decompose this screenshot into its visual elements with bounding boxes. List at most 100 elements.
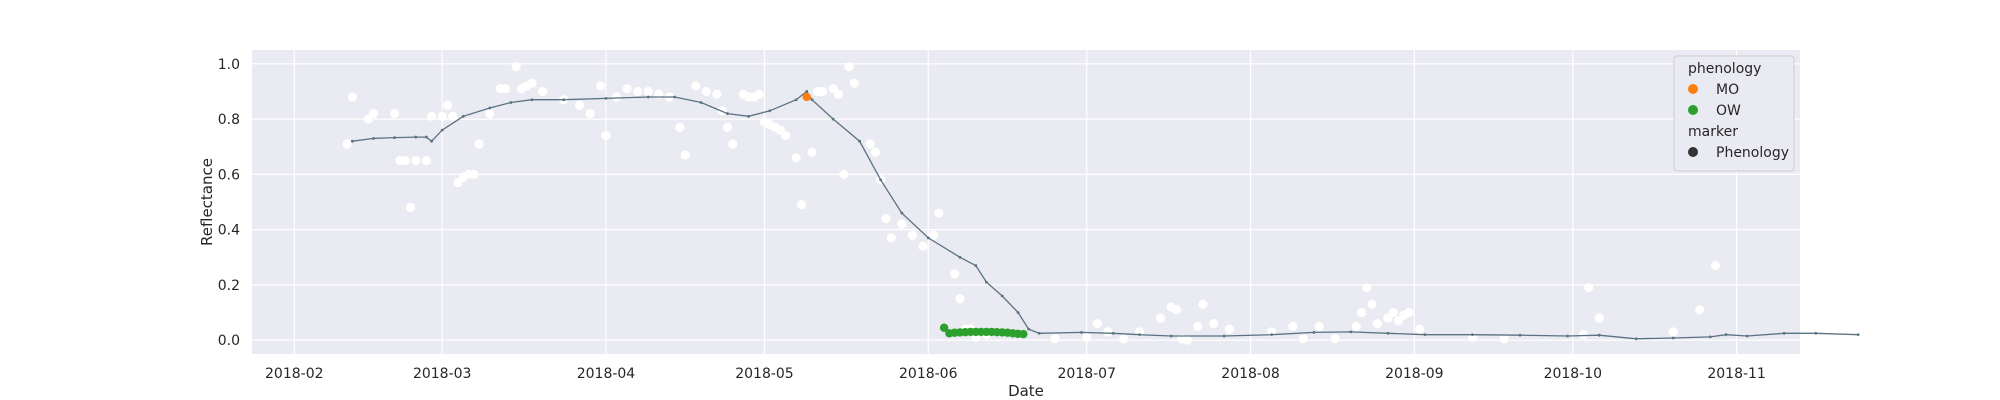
observation-point xyxy=(1578,330,1588,340)
y-tick-label: 1.0 xyxy=(218,57,240,73)
x-tick-label: 2018-10 xyxy=(1544,366,1603,382)
smoothed-line-point xyxy=(699,101,703,104)
observation-point xyxy=(675,122,685,132)
observation-point xyxy=(1372,319,1382,329)
observation-point xyxy=(796,200,807,210)
observation-point xyxy=(722,122,733,132)
observation-point xyxy=(1351,321,1361,331)
observation-point xyxy=(1193,321,1203,331)
observation-point xyxy=(950,269,960,279)
smoothed-line-point xyxy=(1471,333,1474,337)
smoothed-line-point xyxy=(926,236,930,240)
x-tick-label: 2018-05 xyxy=(735,366,794,382)
legend-box xyxy=(1673,55,1795,172)
smoothed-line-point xyxy=(794,98,798,102)
smoothed-line-point xyxy=(1386,331,1390,335)
smoothed-line-point xyxy=(810,98,814,102)
smoothed-line-point xyxy=(1222,334,1226,338)
smoothed-line-point xyxy=(1566,334,1569,338)
smoothed-line-point xyxy=(461,114,465,118)
x-tick-label: 2018-07 xyxy=(1058,366,1117,382)
smoothed-line-point xyxy=(1080,331,1083,334)
smoothed-line-point xyxy=(1671,336,1675,340)
smoothed-line-point xyxy=(440,128,444,132)
observation-point xyxy=(585,108,595,119)
observation-point xyxy=(928,230,939,240)
observation-point xyxy=(1103,327,1113,337)
smoothed-line xyxy=(352,90,1859,340)
observation-point xyxy=(817,86,828,97)
smoothed-line-point xyxy=(1634,337,1638,341)
smoothed-line-point xyxy=(1312,331,1316,334)
smoothed-line-point xyxy=(831,117,835,121)
observation-point xyxy=(485,108,495,119)
smoothed-line-point xyxy=(1016,311,1020,314)
y-tick-labels: 0.0 0.2 0.4 0.6 0.8 1.0 xyxy=(218,57,240,349)
smoothed-line-point xyxy=(900,211,904,215)
observation-point xyxy=(1710,260,1721,271)
smoothed-line-point xyxy=(974,264,978,267)
smoothed-line-point xyxy=(1169,334,1173,338)
smoothed-line-point xyxy=(424,135,428,139)
smoothed-line-point xyxy=(530,98,534,102)
observation-point xyxy=(574,100,585,110)
observation-point xyxy=(1288,321,1298,331)
observation-point xyxy=(680,150,690,160)
observation-point xyxy=(368,108,379,119)
y-tick-label: 0.6 xyxy=(218,167,240,183)
observation-point xyxy=(839,169,849,179)
plot-background xyxy=(252,50,1800,354)
observation-point xyxy=(596,81,606,91)
smoothed-line-point xyxy=(1745,334,1749,338)
smoothed-line-point xyxy=(858,139,861,143)
observation-point xyxy=(844,61,854,72)
smoothed-line-point xyxy=(1782,331,1786,335)
observation-point xyxy=(833,89,844,99)
x-tick-label: 2018-03 xyxy=(413,366,472,382)
observation-point xyxy=(527,78,537,88)
grid-lines xyxy=(252,50,1800,354)
observation-point xyxy=(448,111,458,121)
observation-point xyxy=(1367,299,1377,309)
smoothed-line-point xyxy=(562,98,566,102)
smoothed-line-point xyxy=(673,95,677,99)
smoothed-line-point xyxy=(414,135,418,139)
smoothed-line-markers xyxy=(350,90,1860,341)
legend-marker xyxy=(1688,84,1698,94)
legend-group-title: phenology xyxy=(1688,61,1761,77)
observation-point xyxy=(870,147,881,157)
smoothed-line-point xyxy=(1597,333,1601,337)
observation-point xyxy=(1362,283,1372,293)
observation-point xyxy=(728,139,738,149)
smoothed-line-point xyxy=(646,95,650,99)
observation-point xyxy=(1156,313,1166,323)
observation-point xyxy=(411,155,421,166)
observation-point xyxy=(601,131,611,141)
legend-marker xyxy=(1688,147,1698,157)
x-tick-label: 2018-08 xyxy=(1221,366,1280,382)
x-tick-label: 2018-06 xyxy=(899,366,958,382)
observation-point xyxy=(907,230,918,240)
observation-point xyxy=(469,169,479,179)
x-tick-label: 2018-09 xyxy=(1385,366,1444,382)
observation-point xyxy=(1082,332,1092,343)
observation-point xyxy=(1314,321,1324,331)
phenology-points xyxy=(802,92,1028,339)
smoothed-line-point xyxy=(1111,331,1115,335)
y-tick-label: 0.8 xyxy=(218,112,240,128)
observation-point xyxy=(643,86,653,97)
smoothed-line-point xyxy=(768,109,772,113)
observation-point xyxy=(1668,327,1678,337)
smoothed-line-point xyxy=(393,136,397,140)
observation-point xyxy=(474,139,484,149)
observation-point xyxy=(807,147,817,157)
smoothed-line-point xyxy=(1423,333,1427,337)
smoothed-line-point xyxy=(984,280,988,284)
observation-point xyxy=(1388,307,1398,318)
observation-point xyxy=(1119,334,1129,344)
legend: phenology MO OW marker Phenology xyxy=(1673,55,1795,172)
observation-point xyxy=(1695,305,1705,315)
legend-entry-label: Phenology xyxy=(1716,145,1789,161)
observation-point xyxy=(918,241,928,251)
observation-point xyxy=(1404,307,1414,318)
